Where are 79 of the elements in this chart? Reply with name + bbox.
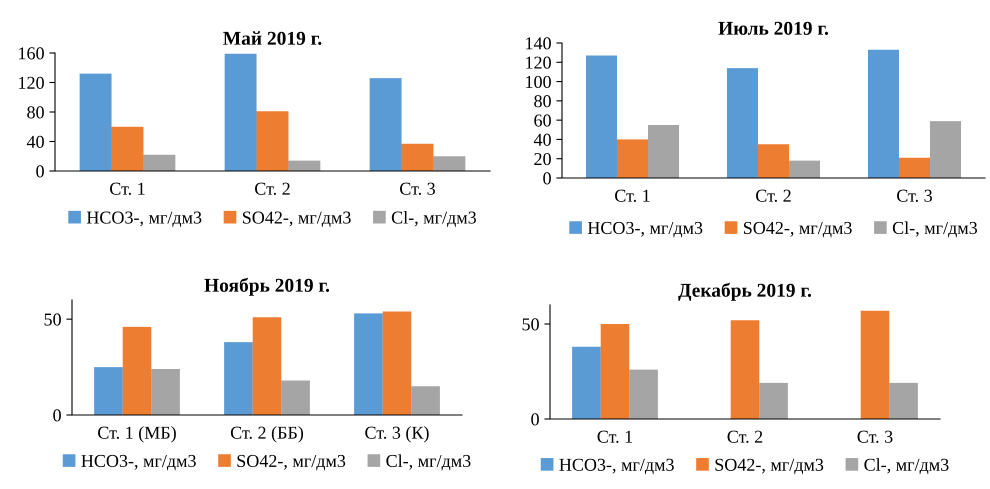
bar bbox=[889, 382, 918, 419]
legend-label: HCO3-, мг/дм3 bbox=[86, 212, 202, 227]
legend-label: Cl-, мг/дм3 bbox=[392, 210, 476, 227]
bar bbox=[759, 382, 788, 419]
legend-label: SO42-, мг/дм3 bbox=[744, 222, 852, 238]
bar bbox=[94, 367, 123, 415]
bar bbox=[730, 320, 760, 419]
bar bbox=[898, 158, 930, 178]
bar bbox=[572, 346, 601, 419]
bar bbox=[868, 50, 899, 178]
bar bbox=[354, 313, 383, 415]
y-tick-label: 120 bbox=[526, 56, 551, 69]
x-tick-label: Ст. 1 bbox=[598, 430, 632, 443]
y-tick-label: 140 bbox=[526, 37, 551, 50]
bar bbox=[224, 342, 253, 415]
bar bbox=[281, 380, 310, 415]
legend-label: Cl-, мг/дм3 bbox=[864, 458, 949, 474]
chart-title: Ноябрь 2019 г. bbox=[204, 278, 330, 296]
bar bbox=[143, 154, 176, 171]
y-tick-label: 120 bbox=[19, 76, 44, 89]
bar bbox=[648, 124, 680, 178]
y-tick-label: 80 bbox=[27, 106, 44, 118]
bar bbox=[256, 111, 288, 171]
legend-label: HCO3-, мг/дм3 bbox=[559, 458, 674, 474]
bar bbox=[789, 160, 820, 178]
y-tick-label: 100 bbox=[526, 76, 551, 88]
y-tick-label: 0 bbox=[36, 165, 44, 178]
bar bbox=[80, 74, 112, 171]
y-tick-label: 80 bbox=[534, 95, 551, 108]
bar bbox=[122, 326, 152, 415]
y-tick-label: 0 bbox=[531, 413, 539, 426]
chart-title: Июль 2019 г. bbox=[718, 22, 828, 35]
bar bbox=[930, 121, 962, 178]
bar bbox=[860, 310, 890, 419]
x-tick-label: Ст. 2 bbox=[756, 190, 791, 202]
bar bbox=[433, 156, 466, 171]
bar bbox=[402, 144, 434, 171]
legend-label: HCO3-, мг/дм3 bbox=[588, 222, 702, 238]
bar bbox=[112, 126, 144, 171]
x-tick-label: Ст. 1 bbox=[615, 190, 650, 202]
bar bbox=[629, 370, 658, 419]
bar bbox=[382, 312, 412, 415]
chart-title: Май 2019 г. bbox=[223, 31, 322, 45]
x-tick-label: Ст. 3 bbox=[858, 430, 892, 443]
bar bbox=[411, 386, 440, 415]
legend-label: Cl-, мг/дм3 bbox=[386, 454, 471, 470]
x-tick-label: Ст. 2 bbox=[255, 182, 290, 195]
y-tick-label: 40 bbox=[534, 134, 551, 146]
chart-title: Декабрь 2019 г. bbox=[678, 282, 812, 301]
legend-label: SO42-, мг/дм3 bbox=[237, 454, 346, 470]
x-tick-label: Ст. 2 bbox=[728, 430, 762, 443]
x-tick-label: Ст. 3 bbox=[400, 182, 435, 195]
legend-label: SO42-, мг/дм3 bbox=[715, 458, 824, 474]
y-tick-label: 50 bbox=[44, 313, 61, 326]
x-tick-label: Ст. 3 (К) bbox=[365, 426, 429, 442]
y-tick-label: 50 bbox=[522, 318, 539, 330]
bar bbox=[224, 54, 257, 171]
bar bbox=[586, 56, 617, 178]
legend-label: Cl-, мг/дм3 bbox=[892, 221, 978, 238]
bar bbox=[151, 369, 180, 415]
y-tick-label: 20 bbox=[534, 152, 551, 166]
bar bbox=[288, 160, 320, 171]
y-tick-label: 0 bbox=[53, 409, 61, 422]
bar bbox=[600, 324, 630, 419]
legend-label: SO42-, мг/дм3 bbox=[242, 212, 351, 227]
x-tick-label: Ст. 1 (МБ) bbox=[98, 426, 176, 442]
x-tick-label: Ст. 1 bbox=[110, 182, 145, 195]
bar bbox=[758, 144, 790, 178]
legend-label: HCO3-, мг/дм3 bbox=[81, 454, 196, 470]
bar bbox=[616, 139, 648, 178]
bar bbox=[252, 317, 282, 415]
x-tick-label: Ст. 3 bbox=[897, 190, 932, 202]
x-tick-label: Ст. 2 (ББ) bbox=[230, 426, 304, 442]
y-tick-label: 40 bbox=[26, 136, 44, 148]
y-tick-label: 0 bbox=[543, 172, 551, 184]
bar bbox=[726, 68, 758, 178]
bar bbox=[370, 78, 402, 171]
y-tick-label: 160 bbox=[19, 47, 44, 60]
y-tick-label: 60 bbox=[534, 114, 551, 127]
